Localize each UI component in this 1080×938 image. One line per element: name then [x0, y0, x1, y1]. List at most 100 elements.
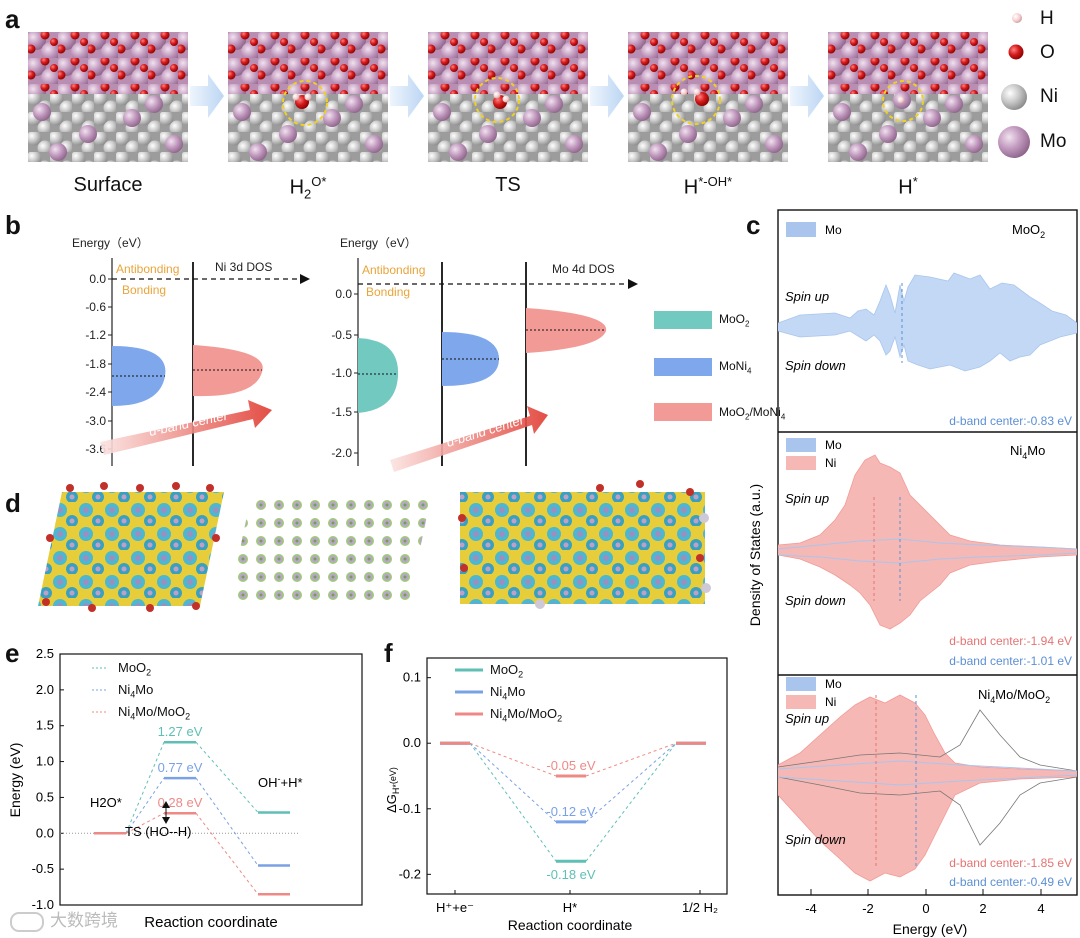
- b-left-tick-2: -1.2: [85, 328, 106, 342]
- e-connector-0-1: [195, 741, 259, 813]
- c-sub2-spin-down: Spin down: [785, 593, 846, 608]
- f-xlabel: Reaction coordinate: [508, 917, 633, 933]
- e-legend-moo2: MoO2: [118, 660, 152, 678]
- c-sub2-center-ni: d-band center:-1.94 eV: [949, 634, 1072, 648]
- c-sub3-title: Ni4Mo/MoO2: [978, 687, 1050, 705]
- f-data-label: -0.18 eV: [546, 867, 595, 882]
- watermark: 大数跨境: [10, 906, 118, 932]
- c-sub2-legend-mo: Mo: [825, 438, 842, 452]
- panel-b-diagram: 0.0 -0.6 -1.2 -1.8 -2.4 -3.0 -3.6 Energy…: [72, 236, 712, 472]
- c-sub3-spin-down: Spin down: [785, 832, 846, 847]
- atom-legend-o: O: [1040, 42, 1055, 63]
- panel-f-chart: 0.1 0.0 -0.1 -0.2 H⁺+e⁻ H* 1/2 H₂ -0.18 eV -0.1…: [384, 657, 728, 933]
- c-sub2-dos: [778, 454, 1077, 630]
- c-sub2-legend-ni: Ni: [825, 456, 836, 470]
- ni-atom-icon: [1001, 84, 1027, 110]
- tile-h2o: [228, 32, 388, 162]
- tile-h: [828, 32, 988, 162]
- b-legend-moni4-swatch: [654, 358, 712, 376]
- f-xtick-label: H*: [563, 900, 577, 915]
- c-sub2-center-mo: d-band center:-1.01 eV: [949, 654, 1072, 668]
- b-right-bonding: Bonding: [366, 285, 410, 299]
- f-ylabel: ΔGH*(eV): [384, 767, 401, 813]
- mo-atom-icon: [998, 126, 1030, 158]
- f-ytick-label: 0.0: [403, 735, 421, 750]
- f-connector-0-0: [469, 742, 557, 862]
- d-structure-ni4mo: [228, 492, 432, 606]
- e-ytick-label: 0.5: [36, 789, 54, 804]
- b-right-tick-3: -1.5: [331, 405, 352, 419]
- f-connector-0-1: [585, 742, 677, 862]
- f-ytick-label: -0.1: [399, 801, 421, 816]
- e-connector-2-1: [195, 812, 259, 895]
- e-ylabel: Energy (eV): [7, 743, 23, 818]
- e-ytick-label: 2.0: [36, 682, 54, 697]
- b-legend-moo2: MoO2: [719, 312, 750, 329]
- c-sub2-title: Ni4Mo: [1010, 443, 1045, 461]
- c-xtick-4: 4: [1037, 901, 1044, 916]
- c-xlabel: Energy (eV): [893, 921, 968, 937]
- e-annot-ts: TS (HO--H): [125, 824, 191, 839]
- b-left-tick-1: -0.6: [85, 300, 106, 314]
- e-connector-1-0: [125, 777, 165, 834]
- step-label-surface: Surface: [73, 174, 143, 196]
- d-structure-moo2: [38, 492, 224, 606]
- b-legend-moo2-moni4: MoO2/MoNi4: [719, 405, 786, 422]
- b-left-dos-label: Ni 3d DOS: [215, 260, 272, 274]
- c-sub2-spin-up: Spin up: [785, 491, 829, 506]
- e-annot-oh: OH-+H*: [258, 774, 303, 790]
- d-structure-interface: [460, 492, 705, 604]
- b-legend-moo2moni4-swatch: [654, 403, 712, 421]
- f-xtick-label: 1/2 H₂: [682, 900, 718, 915]
- c-ylabel: Density of States (a.u.): [747, 484, 763, 626]
- c-sub1-spin-up: Spin up: [785, 289, 829, 304]
- e-ytick-label: 0.0: [36, 825, 54, 840]
- atom-legend-ni: Ni: [1040, 86, 1058, 107]
- b-right-antibonding: Antibonding: [362, 263, 425, 277]
- e-data-label: 0.77 eV: [158, 760, 203, 775]
- panel-a-tiles: [28, 13, 1030, 162]
- f-connector-2-1: [585, 742, 677, 777]
- e-ytick-label: -0.5: [32, 861, 54, 876]
- e-legend-ni4mo-moo2: Ni4Mo/MoO2: [118, 704, 191, 722]
- e-xlabel: Reaction coordinate: [144, 914, 277, 931]
- e-connector-2-0: [125, 812, 165, 834]
- f-legend-moo2: MoO2: [490, 662, 524, 680]
- e-connector-0-0: [125, 742, 165, 834]
- b-left-tick-5: -3.0: [85, 414, 106, 428]
- c-sub1-center: d-band center:-0.83 eV: [949, 414, 1072, 428]
- c-sub3-legend-mo: Mo: [825, 677, 842, 691]
- e-data-label: 1.27 eV: [158, 724, 203, 739]
- f-legend-ni4mo-moo2: Ni4Mo/MoO2: [490, 706, 563, 724]
- panel-c-dos: Mo MoO2 Spin up Spin down d-band center:…: [747, 209, 1078, 937]
- b-left-tick-4: -2.4: [85, 385, 106, 399]
- f-connector-1-0: [469, 742, 557, 823]
- c-sub3-spin-up: Spin up: [785, 711, 829, 726]
- f-data-label: -0.12 eV: [546, 804, 595, 819]
- b-left-bonding: Bonding: [122, 283, 166, 297]
- f-connector-1-1: [585, 742, 677, 823]
- b-left-tick-3: -1.8: [85, 357, 106, 371]
- b-left-tick-0: 0.0: [89, 272, 106, 286]
- c-xtick-2: 0: [922, 901, 929, 916]
- e-ytick-label: 2.5: [36, 646, 54, 661]
- f-data-label: -0.05 eV: [546, 758, 595, 773]
- atom-legend-h: H: [1040, 8, 1054, 29]
- b-legend-moo2-swatch: [654, 311, 712, 329]
- panel-label-c: c: [746, 210, 761, 240]
- b-right-energy-label: Energy（eV）: [340, 236, 417, 250]
- panel-e-chart: 2.5 2.0 1.5 1.0 0.5 0.0 -0.5 -1.0 1.27 eV 0.77 e…: [7, 646, 363, 931]
- f-xtick-label: H⁺+e⁻: [436, 900, 474, 915]
- b-right-tick-1: -0.5: [331, 328, 352, 342]
- tile-surface: [28, 32, 188, 162]
- f-ytick-label: -0.2: [399, 866, 421, 881]
- step-label-h: H*: [898, 174, 918, 199]
- step-label-h-oh: H*-OH*: [683, 174, 733, 199]
- c-xtick-3: 2: [979, 901, 986, 916]
- e-ytick-label: -1.0: [32, 897, 54, 912]
- panel-label-a: a: [5, 4, 20, 34]
- b-left-energy-label: Energy（eV）: [72, 236, 149, 250]
- e-annot-h2o: H2O*: [90, 795, 122, 810]
- c-sub3-legend-ni: Ni: [825, 695, 836, 709]
